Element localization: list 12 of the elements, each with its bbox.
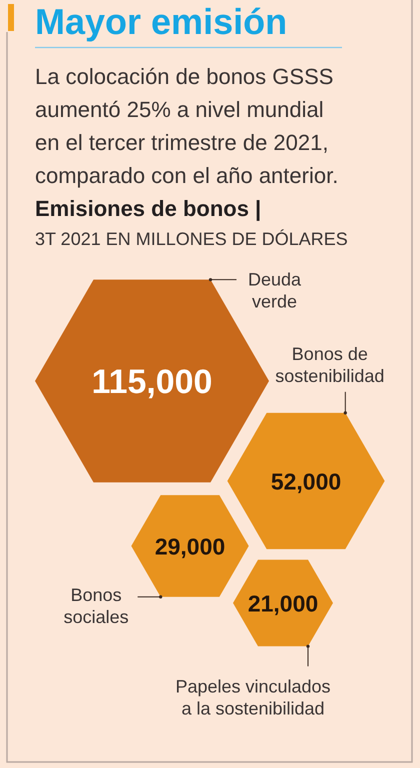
category-label: Deuda verde (248, 270, 302, 312)
text: 3T 2021 EN MILLONES DE DÓLARES (35, 229, 348, 249)
text: Mayor emisión (35, 1, 288, 42)
category-label: Bonos de sostenibilidad (275, 344, 384, 386)
data-label: 21,000 (248, 590, 318, 616)
data-label: 115,000 (92, 363, 212, 402)
text: Emisiones de bonos | (35, 196, 262, 221)
data-label: 52,000 (270, 468, 342, 494)
text: La colocación de bonos GSSS aumentó 25% a nivel mundial en el tercer trimestre de 2021, comparado con el año anterior. (35, 64, 338, 188)
data-label: 29,000 (154, 533, 226, 560)
category-label: Bonos sociales (64, 584, 129, 627)
category-label: Papeles vinculados a la sostenibilidad (175, 676, 331, 718)
